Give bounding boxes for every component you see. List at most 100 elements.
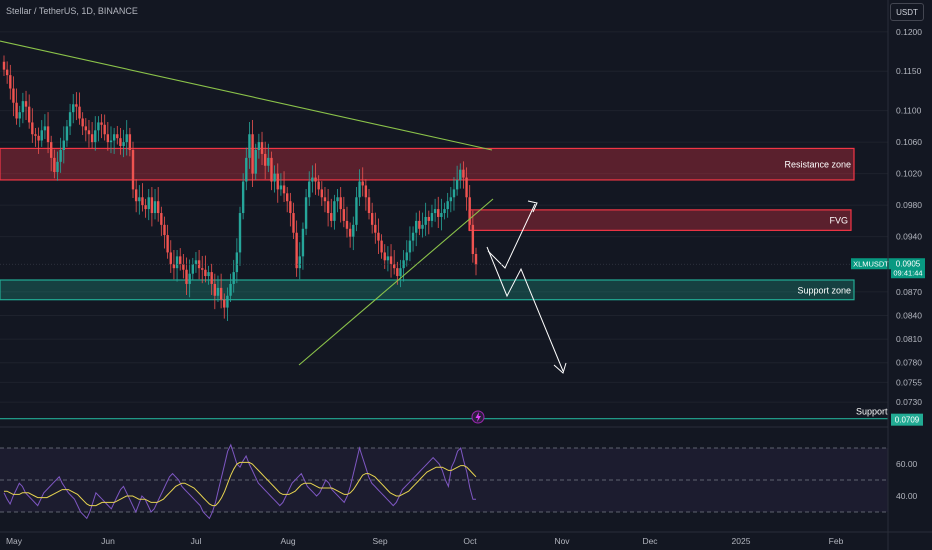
time-label: Dec [642, 536, 658, 546]
candle-body [131, 150, 135, 190]
candle-body [308, 181, 311, 198]
candle-body [172, 264, 176, 269]
candle-body [119, 138, 122, 147]
time-label: Sep [372, 536, 387, 546]
candle-body [194, 260, 198, 265]
candle-body [421, 224, 424, 229]
price-tick-label: 0.0940 [896, 232, 922, 242]
candle-body [424, 216, 427, 225]
candle-body [59, 150, 62, 162]
candle-body [292, 213, 295, 233]
candle-body [40, 130, 43, 141]
candle-body [34, 134, 37, 136]
support-price-tag [891, 413, 923, 426]
candle-body [301, 228, 305, 257]
candle-body [374, 224, 377, 233]
candle-body [97, 122, 100, 131]
candle-body [336, 197, 339, 202]
price-tag-countdown: 09:41:44 [893, 269, 922, 278]
candle-body [396, 268, 399, 277]
candle-body [415, 220, 418, 233]
zones-layer: Resistance zone FVG Support zone [0, 147, 855, 301]
zone-label-support: Support zone [797, 285, 851, 295]
candle-body [9, 75, 12, 89]
candle-body [65, 126, 69, 141]
candle-body [153, 201, 157, 214]
candle-body [122, 142, 125, 147]
candle-body [232, 272, 235, 284]
candle-body [289, 201, 292, 214]
candle-body [81, 118, 84, 127]
candle-body [160, 213, 163, 225]
candle-body [106, 134, 110, 143]
zone-label-resistance: Resistance zone [784, 160, 851, 170]
candle-body [18, 112, 21, 119]
candle-body [216, 287, 220, 296]
candle-body [273, 173, 276, 182]
candle-body [254, 150, 257, 174]
candle-body [210, 272, 213, 284]
candle-body [12, 88, 15, 103]
candle-body [226, 295, 229, 308]
candle-body [62, 140, 65, 150]
candle-body [465, 177, 468, 198]
rsi-tick-label: 60.00 [896, 459, 918, 469]
candle-body [304, 197, 308, 229]
candle-body [103, 124, 106, 135]
candle-body [24, 101, 28, 107]
candle-body [471, 224, 475, 254]
currency-button[interactable]: USDT [890, 3, 924, 21]
candle-body [238, 213, 242, 253]
candle-body [53, 157, 56, 173]
candle-body [229, 283, 232, 296]
candle-body [392, 264, 396, 269]
price-tick-label: 0.1100 [896, 106, 922, 116]
rsi-line [3, 443, 476, 520]
candle-body [348, 228, 352, 237]
candle-body [150, 197, 154, 214]
candle-body [204, 269, 207, 277]
candle-body [427, 216, 430, 221]
candle-body [46, 126, 50, 143]
time-label: Feb [829, 536, 844, 546]
candle-body [430, 213, 434, 221]
drawings-layer [0, 40, 888, 424]
time-label: May [6, 536, 23, 546]
candle-body [443, 209, 446, 214]
lightning-glyph [475, 412, 481, 422]
price-tick-label: 0.1020 [896, 169, 922, 179]
candle-body [380, 240, 383, 253]
candle-body [223, 299, 226, 308]
candle-body [156, 201, 160, 214]
candle-body [56, 161, 59, 173]
candle-body [257, 142, 261, 150]
candle-body [330, 213, 333, 221]
candle-body [251, 134, 254, 174]
candle-body [449, 197, 453, 202]
candle-body [405, 252, 408, 261]
projection-path-up [487, 203, 536, 269]
candle-body [263, 153, 267, 166]
candle-body [27, 106, 31, 123]
candle-body [279, 185, 283, 190]
candle-body [163, 224, 166, 236]
candle-body [245, 157, 248, 182]
candle-body [355, 197, 358, 225]
candle-body [370, 213, 374, 225]
candle-body [213, 283, 217, 296]
candle-body [109, 140, 113, 143]
candle-body [72, 104, 75, 113]
candle-body [452, 189, 456, 198]
candle-body [311, 177, 314, 182]
candle-body [437, 209, 440, 217]
candle-body [314, 177, 317, 182]
rsi-pane [0, 443, 888, 520]
candle-body [408, 240, 412, 253]
price-tag-value: 0.0905 [896, 260, 921, 269]
candle-body [317, 181, 320, 190]
zone-fvg [468, 209, 852, 231]
candle-body [411, 232, 415, 241]
support-line-label: Support [856, 407, 888, 417]
